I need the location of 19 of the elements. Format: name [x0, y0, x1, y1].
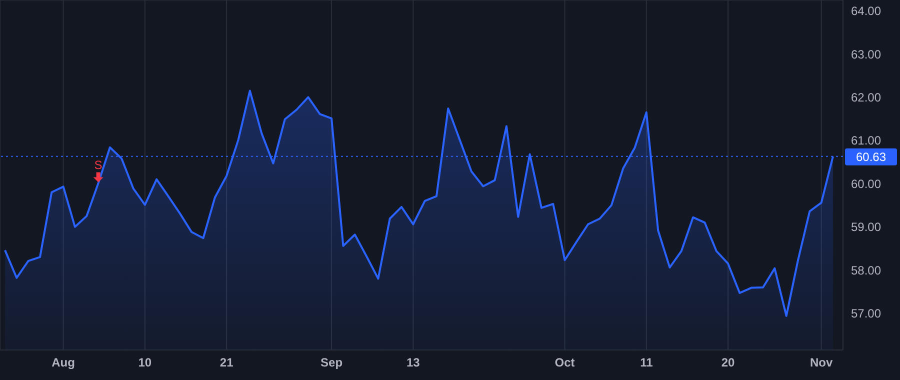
x-tick-label: 11 [640, 356, 654, 370]
x-tick-label: Oct [554, 356, 575, 370]
y-tick-label: 61.00 [851, 134, 882, 148]
y-tick-label: 63.00 [851, 47, 882, 62]
x-tick-label: 21 [220, 356, 234, 370]
ref-line-label: 60.63 [856, 150, 886, 164]
y-tick-label: 64.00 [851, 4, 882, 18]
y-tick-label: 58.00 [851, 263, 882, 278]
x-tick-label: 20 [721, 356, 736, 370]
y-tick-label: 57.00 [851, 306, 882, 321]
x-tick-label: 13 [406, 356, 420, 370]
x-tick-label: Nov [810, 356, 833, 370]
y-tick-label: 60.00 [851, 176, 882, 191]
x-tick-label: Sep [320, 356, 343, 370]
annotation: S [94, 158, 102, 172]
y-tick-label: 59.00 [851, 220, 882, 234]
x-tick-label: Aug [52, 356, 75, 370]
y-tick-label: 62.00 [851, 90, 882, 104]
x-tick-label: 10 [138, 356, 152, 370]
